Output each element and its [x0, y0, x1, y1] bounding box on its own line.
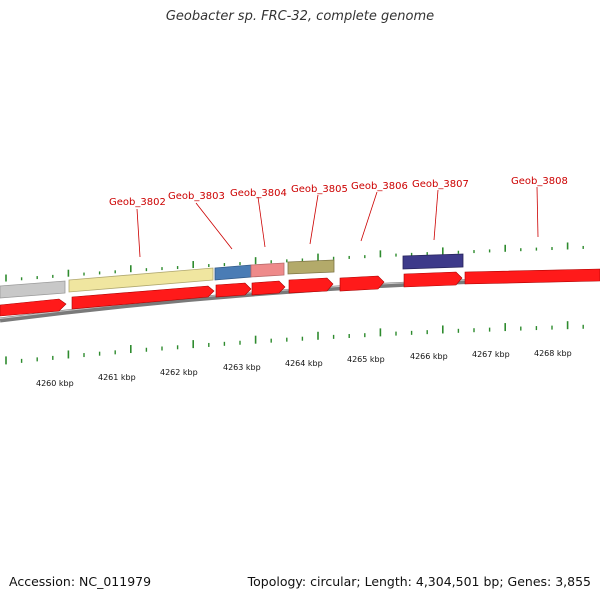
gene-label-geob-3808: Geob_3808 — [511, 176, 568, 187]
genome-summary-text: Topology: circular; Length: 4,304,501 bp… — [247, 574, 591, 589]
gene-label-geob-3807: Geob_3807 — [412, 179, 469, 190]
kbp-label: 4264 kbp — [285, 359, 323, 368]
label-leader-line — [536, 186, 539, 238]
cds-arrow — [71, 285, 215, 310]
kbp-label: 4267 kbp — [472, 350, 510, 359]
feature-block-yellow — [68, 267, 214, 293]
label-leader-line — [136, 208, 141, 258]
cds-arrow — [339, 275, 385, 292]
feature-block-olive — [287, 259, 335, 275]
map-title: Geobacter sp. FRC-32, complete genome — [165, 9, 435, 24]
cds-arrow — [288, 277, 334, 294]
outer-tick-ring — [5, 242, 584, 282]
kbp-label: 4268 kbp — [534, 349, 572, 358]
gene-label-geob-3804: Geob_3804 — [230, 188, 287, 199]
label-leader-line — [433, 189, 439, 241]
label-leader-line — [309, 194, 319, 245]
gene-label-geob-3802: Geob_3802 — [109, 197, 166, 208]
feature-block-pink — [250, 262, 285, 278]
cds-arrow — [0, 298, 67, 317]
accession-text: Accession: NC_011979 — [9, 574, 152, 589]
cds-arrow — [215, 282, 252, 298]
kbp-label: 4262 kbp — [160, 368, 198, 377]
gene-label-geob-3806: Geob_3806 — [351, 181, 408, 192]
label-leader-line — [195, 202, 233, 250]
feature-block-purple — [402, 253, 464, 270]
cds-arrow — [403, 271, 463, 288]
label-leader-line — [360, 191, 378, 242]
kbp-label: 4263 kbp — [223, 363, 261, 372]
gene-label-geob-3805: Geob_3805 — [291, 184, 348, 195]
kbp-label: 4261 kbp — [98, 373, 136, 382]
cds-arrow — [464, 268, 600, 285]
label-leader-line — [257, 196, 266, 248]
kbp-label: 4265 kbp — [347, 355, 385, 364]
gene-label-geob-3803: Geob_3803 — [168, 191, 225, 202]
kbp-label: 4266 kbp — [410, 352, 448, 361]
cds-arrow — [251, 280, 286, 296]
kbp-label: 4260 kbp — [36, 379, 74, 388]
feature-block-gray — [0, 280, 66, 299]
feature-block-blue — [214, 264, 252, 281]
inner-tick-ring — [5, 321, 584, 365]
